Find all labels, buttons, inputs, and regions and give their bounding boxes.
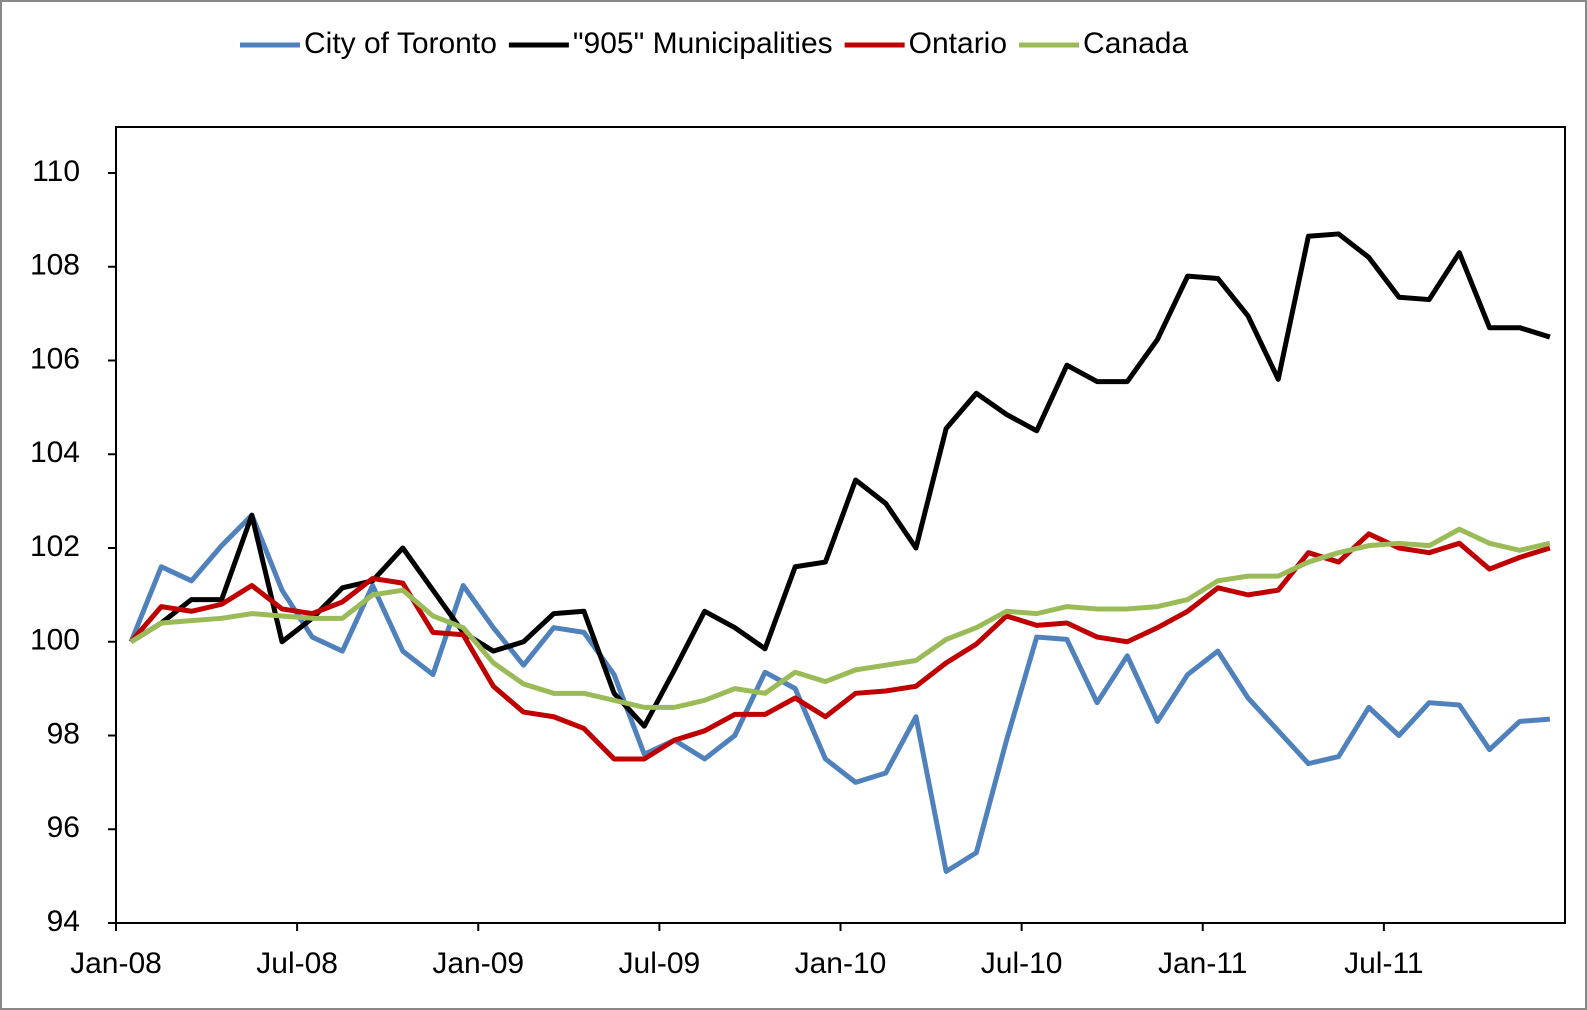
y-tick-label: 96 [47, 811, 80, 844]
legend-label: "905" Municipalities [573, 27, 833, 60]
x-tick-label: Jan-10 [795, 947, 887, 980]
y-tick-label: 106 [30, 342, 80, 375]
legend-label: Canada [1083, 27, 1188, 60]
y-tick-label: 102 [30, 530, 80, 563]
legend-label: Ontario [909, 27, 1007, 60]
legend-label: City of Toronto [304, 27, 497, 60]
y-tick-label: 98 [47, 717, 80, 750]
y-tick-label: 100 [30, 624, 80, 657]
x-tick-label: Jul-10 [981, 947, 1063, 980]
x-tick-label: Jan-11 [1158, 947, 1248, 980]
y-tick-label: 104 [30, 436, 80, 469]
series-line [129, 531, 1551, 762]
series-line [129, 526, 1551, 710]
y-tick-label: 108 [30, 249, 80, 282]
y-tick-label: 110 [32, 155, 80, 188]
x-tick-label: Jan-08 [70, 947, 162, 980]
y-tick-label: 94 [47, 905, 80, 938]
x-tick-label: Jan-09 [432, 947, 524, 980]
x-tick-label: Jul-08 [256, 947, 338, 980]
x-tick-label: Jul-09 [619, 947, 701, 980]
x-tick-label: Jul-11 [1344, 947, 1423, 980]
